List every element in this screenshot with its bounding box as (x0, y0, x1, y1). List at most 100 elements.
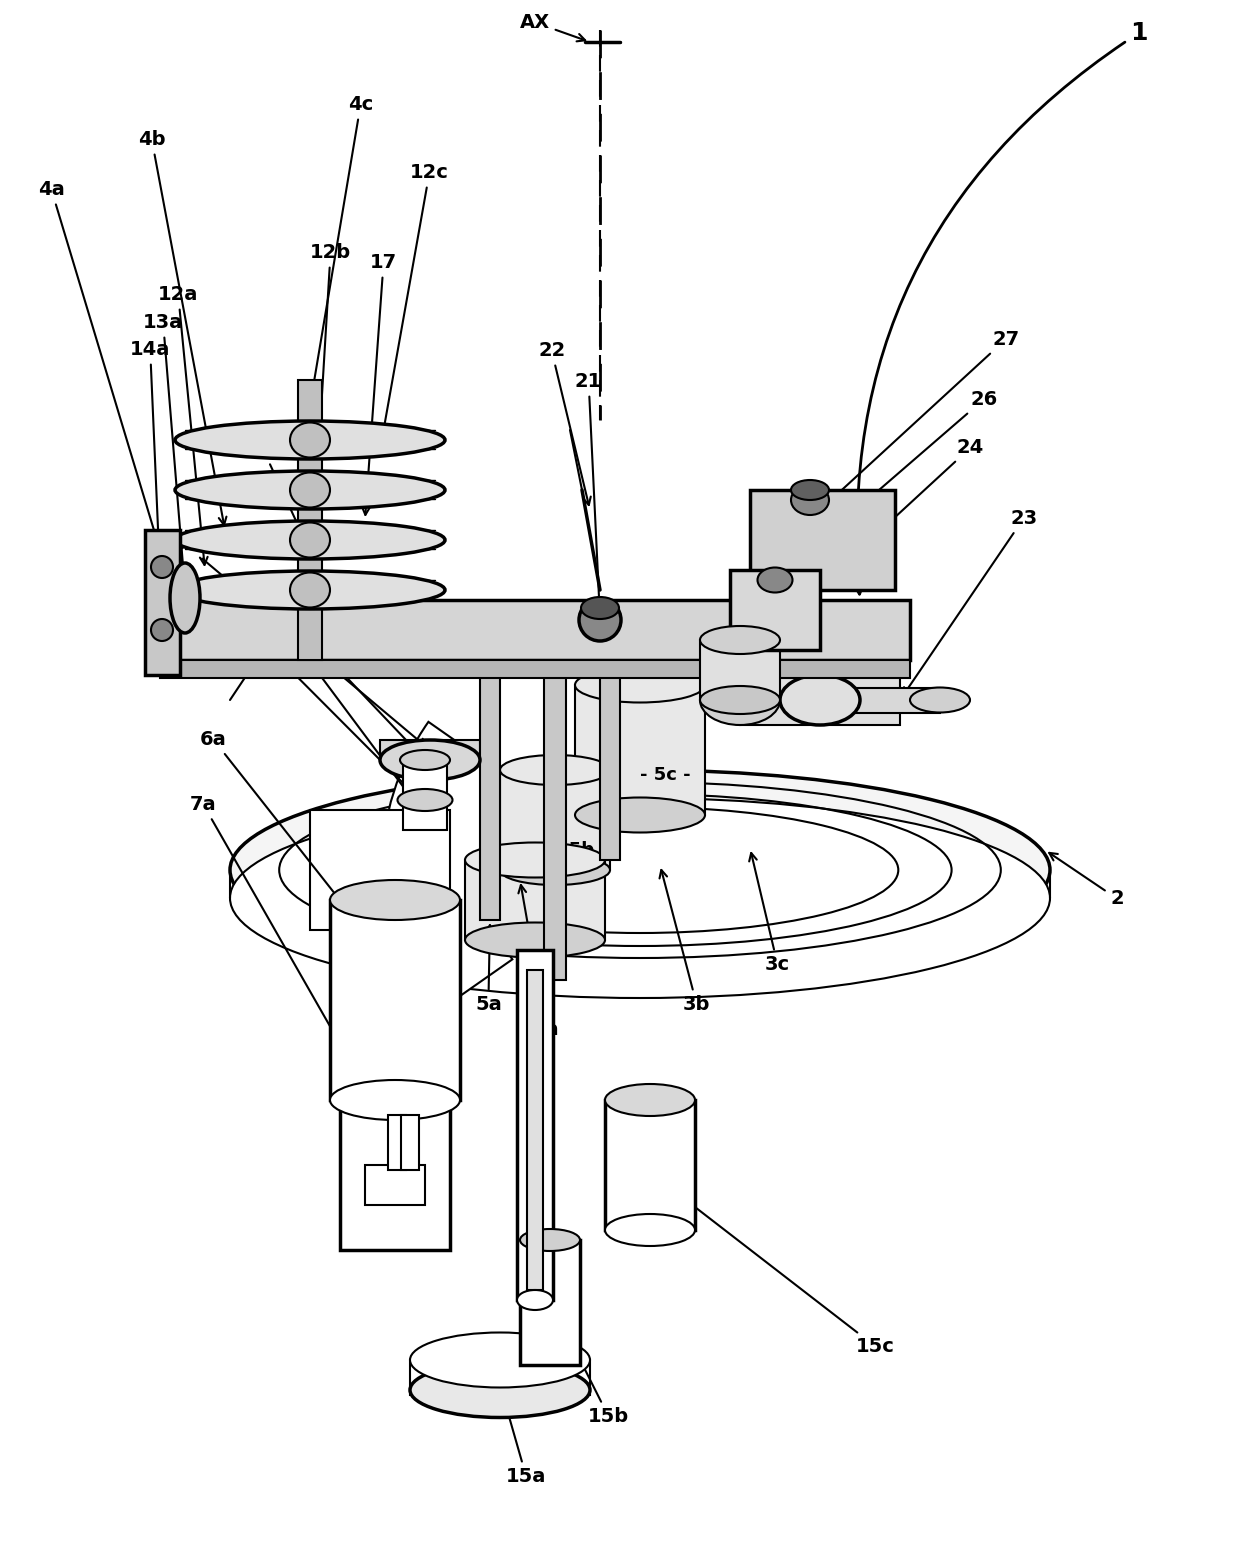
Ellipse shape (290, 573, 330, 607)
Text: 14a: 14a (130, 340, 170, 615)
Bar (388, 1115, 405, 1170)
Bar (820, 688, 940, 712)
Bar (750, 490, 895, 590)
Text: 18a: 18a (243, 579, 422, 757)
Ellipse shape (780, 675, 861, 725)
Ellipse shape (701, 686, 780, 714)
Ellipse shape (398, 789, 453, 811)
Ellipse shape (229, 769, 1050, 970)
Polygon shape (160, 660, 910, 678)
Text: 12a: 12a (157, 284, 207, 565)
Text: 8a: 8a (172, 535, 427, 746)
Bar (340, 1100, 450, 1250)
Ellipse shape (229, 799, 1050, 998)
Text: 15a: 15a (500, 1390, 547, 1486)
Ellipse shape (151, 556, 174, 578)
Text: 12b: 12b (310, 243, 351, 505)
Text: 26: 26 (779, 389, 997, 576)
Text: 13a: 13a (143, 314, 187, 586)
Bar (544, 620, 565, 980)
Ellipse shape (175, 471, 445, 508)
Ellipse shape (465, 842, 605, 878)
Bar (465, 861, 605, 939)
Ellipse shape (410, 1332, 590, 1387)
Ellipse shape (290, 422, 330, 457)
Ellipse shape (575, 667, 706, 703)
Ellipse shape (410, 1363, 590, 1417)
Text: 24: 24 (744, 437, 985, 657)
Ellipse shape (500, 854, 610, 885)
Ellipse shape (175, 521, 445, 559)
Ellipse shape (517, 1290, 553, 1310)
Bar (365, 1165, 425, 1205)
Bar (480, 640, 500, 919)
Bar (298, 380, 322, 660)
Ellipse shape (401, 749, 450, 769)
Text: 7a: 7a (190, 796, 393, 1136)
Ellipse shape (465, 922, 605, 958)
Ellipse shape (330, 881, 460, 919)
Bar (401, 1115, 419, 1170)
Bar (575, 684, 706, 816)
Ellipse shape (290, 473, 330, 507)
Text: 11a: 11a (243, 440, 358, 655)
Text: 19a: 19a (213, 603, 417, 796)
Ellipse shape (791, 485, 830, 514)
Text: 2: 2 (1049, 853, 1123, 908)
Ellipse shape (605, 1085, 694, 1115)
Ellipse shape (575, 797, 706, 833)
Text: 12c: 12c (378, 164, 449, 445)
Bar (330, 901, 460, 1100)
Bar (520, 1241, 580, 1364)
Ellipse shape (701, 675, 780, 725)
Text: 1: 1 (853, 22, 1147, 595)
Bar (403, 760, 446, 830)
Wedge shape (382, 722, 512, 1018)
Ellipse shape (520, 1228, 580, 1251)
Ellipse shape (170, 562, 200, 633)
Ellipse shape (910, 688, 970, 712)
Text: - 5b -: - 5b - (556, 840, 608, 859)
Text: 4c: 4c (299, 94, 373, 460)
Ellipse shape (500, 756, 610, 785)
Text: 27: 27 (823, 331, 1019, 507)
Ellipse shape (701, 626, 780, 654)
Bar (527, 970, 543, 1290)
Ellipse shape (579, 599, 621, 641)
Ellipse shape (290, 522, 330, 558)
Bar (730, 570, 820, 650)
Polygon shape (160, 599, 910, 660)
Bar (379, 740, 480, 762)
Bar (145, 530, 180, 675)
Text: 15c: 15c (665, 1183, 895, 1357)
Ellipse shape (758, 567, 792, 592)
Text: 3c: 3c (749, 853, 790, 973)
Text: AX: AX (520, 12, 585, 42)
Bar (517, 950, 553, 1299)
Bar (605, 1100, 694, 1230)
Bar (600, 640, 620, 861)
Bar (701, 640, 780, 700)
Text: 4a: 4a (38, 181, 175, 595)
Ellipse shape (175, 420, 445, 459)
Text: 23: 23 (903, 508, 1037, 695)
Text: - 5c -: - 5c - (640, 766, 691, 783)
Ellipse shape (582, 596, 619, 620)
Text: 3b: 3b (660, 870, 711, 1014)
Ellipse shape (175, 572, 445, 609)
Bar (500, 769, 610, 870)
Text: 22: 22 (538, 341, 590, 505)
Text: 17: 17 (362, 253, 397, 514)
Text: 6a: 6a (200, 729, 392, 966)
Text: 15b: 15b (552, 1304, 629, 1426)
Ellipse shape (151, 620, 174, 641)
Bar (740, 675, 900, 725)
Bar (410, 1360, 590, 1395)
Text: 5a: 5a (475, 925, 502, 1014)
Text: 9a: 9a (260, 603, 425, 816)
Ellipse shape (605, 1214, 694, 1245)
Text: 4b: 4b (138, 130, 227, 525)
Ellipse shape (330, 1080, 460, 1120)
Ellipse shape (791, 480, 830, 501)
Ellipse shape (379, 740, 480, 780)
